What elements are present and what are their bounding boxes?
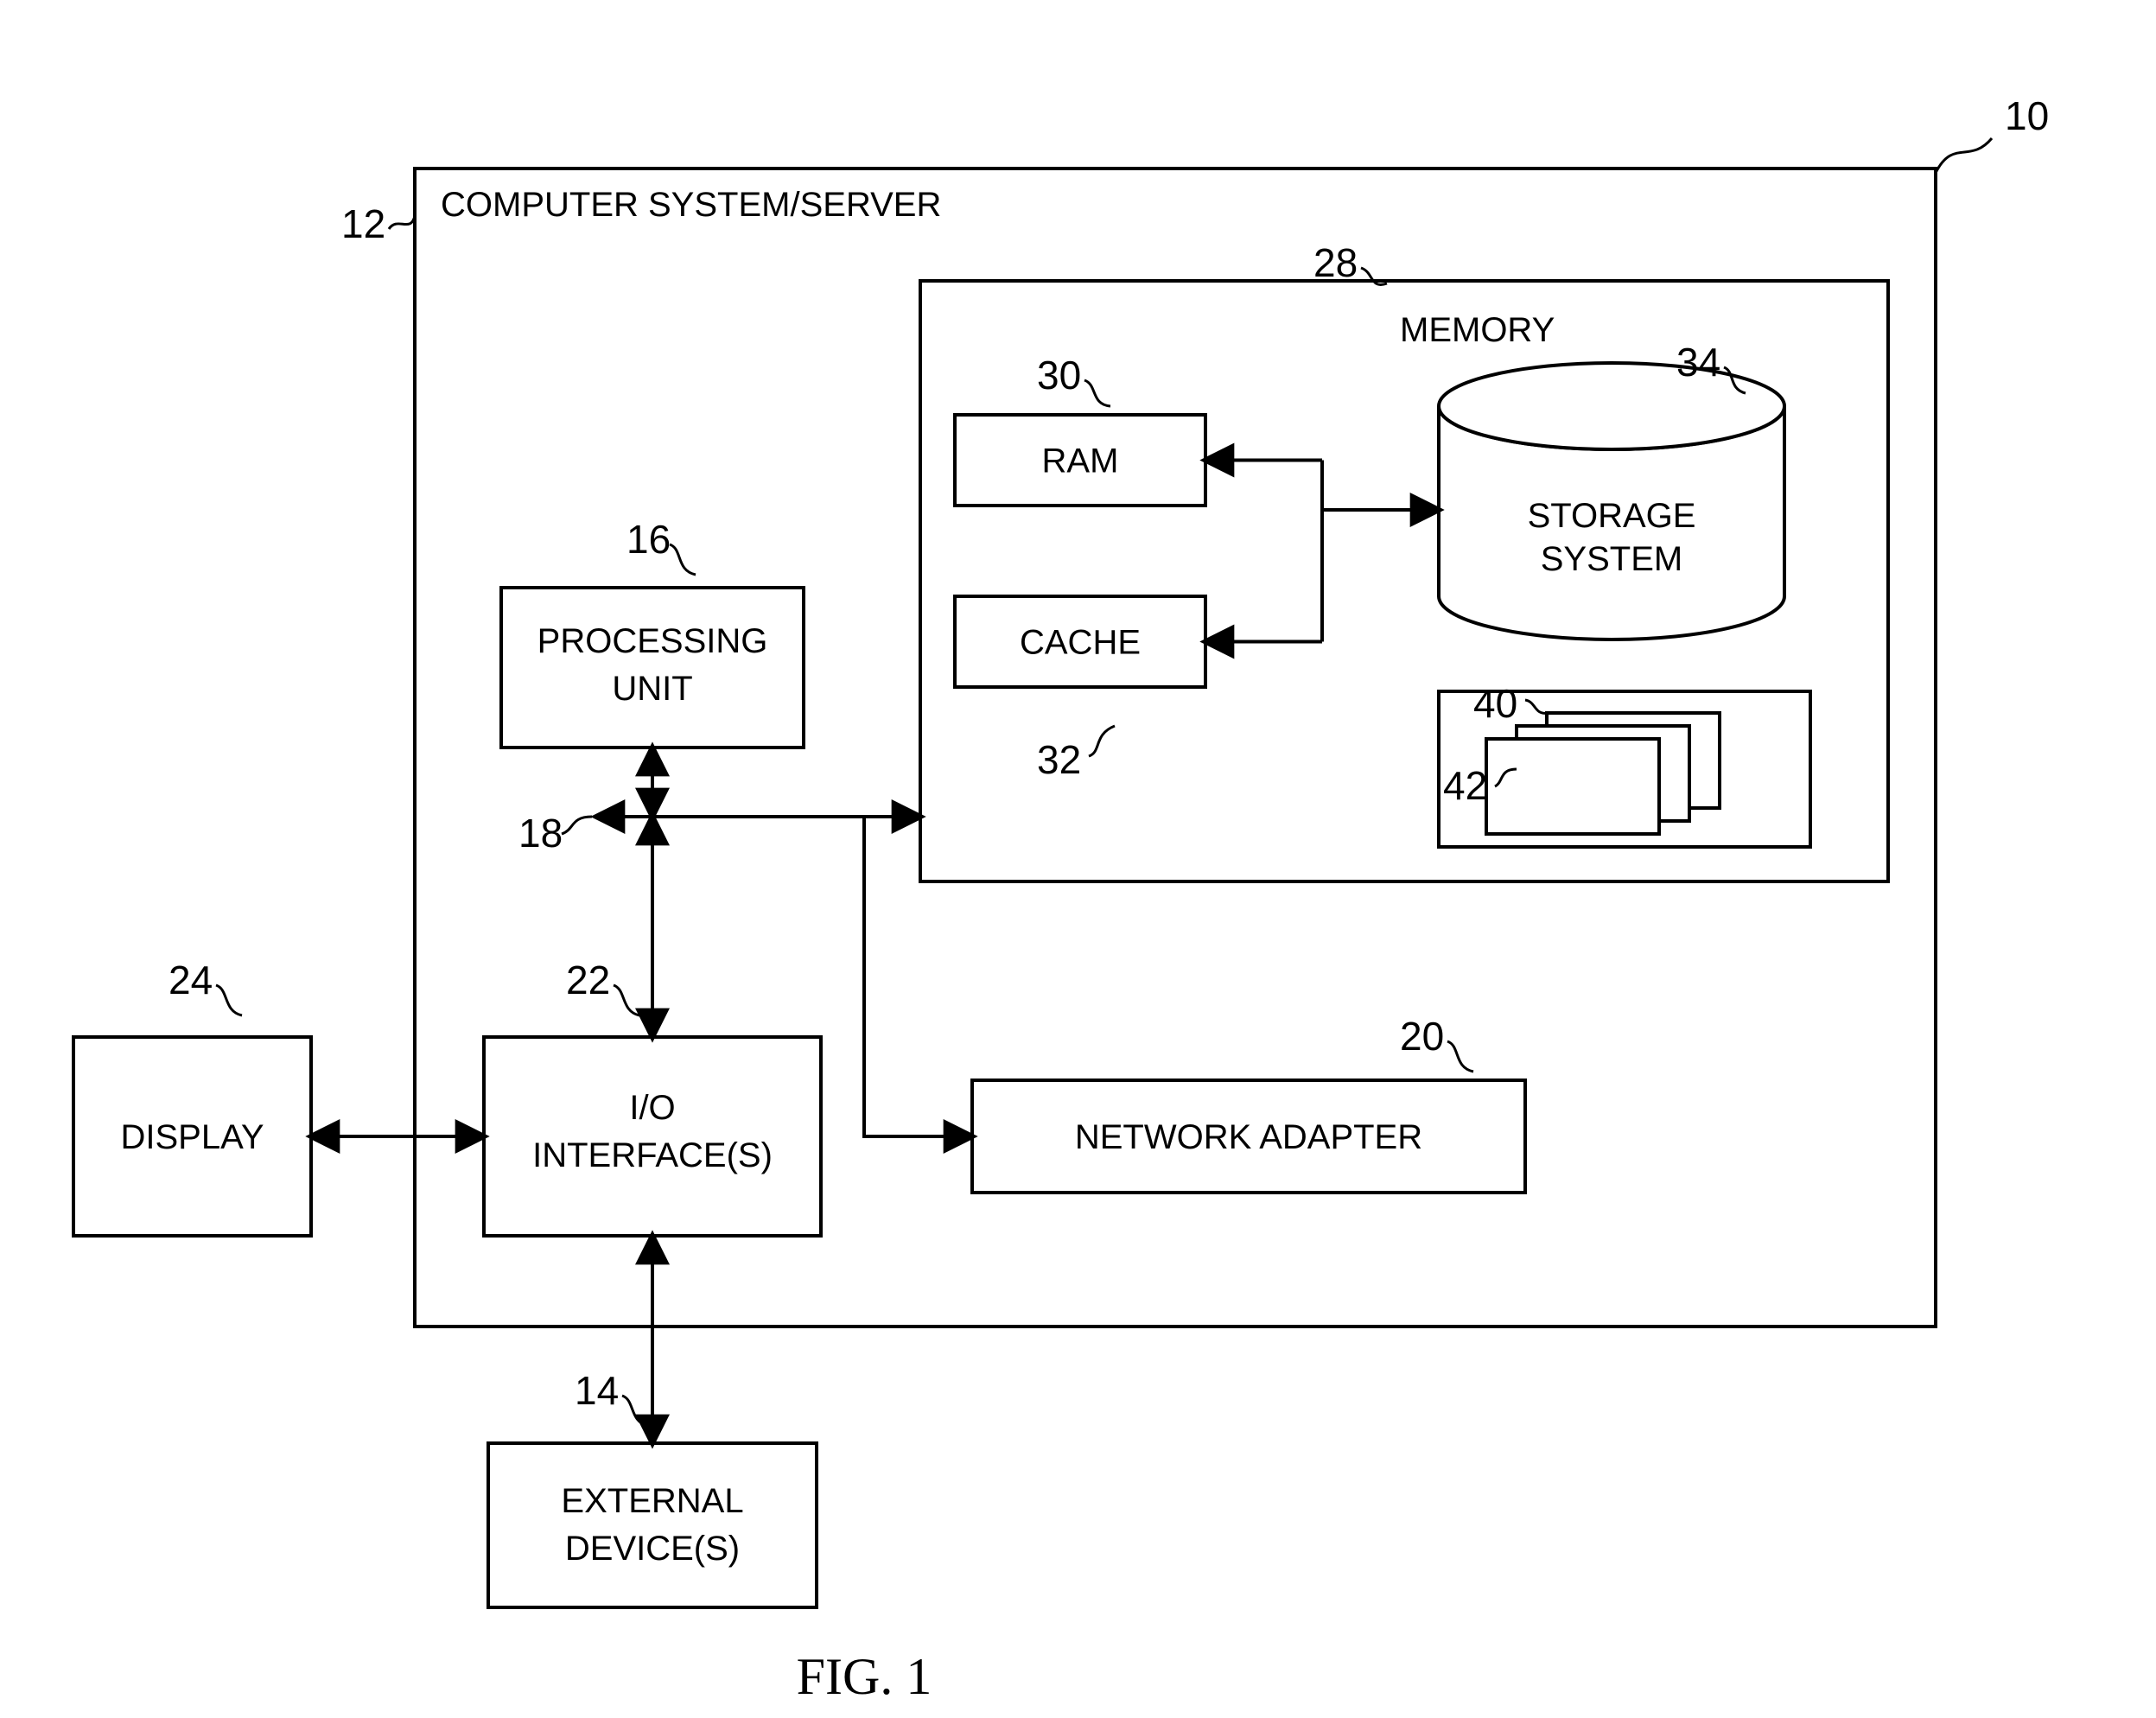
ref-18: 18 bbox=[518, 811, 563, 856]
ref-20: 20 bbox=[1400, 1014, 1444, 1059]
ref-42: 42 bbox=[1443, 763, 1487, 808]
server-title: COMPUTER SYSTEM/SERVER bbox=[441, 186, 941, 224]
memory-title: MEMORY bbox=[1400, 311, 1555, 349]
ref-24: 24 bbox=[169, 958, 213, 1002]
net-label: NETWORK ADAPTER bbox=[1075, 1118, 1422, 1156]
card-stack bbox=[1486, 713, 1720, 834]
block-diagram: 10 COMPUTER SYSTEM/SERVER 12 MEMORY 28 R… bbox=[0, 0, 2156, 1718]
storage-l2: SYSTEM bbox=[1541, 540, 1682, 578]
ref-14-lead bbox=[622, 1396, 648, 1426]
storage-l1: STORAGE bbox=[1528, 497, 1696, 535]
cache-label: CACHE bbox=[1020, 624, 1141, 662]
display-label: DISPLAY bbox=[121, 1118, 264, 1156]
cpu-l1: PROCESSING bbox=[537, 622, 768, 660]
cpu-box bbox=[501, 588, 804, 748]
ref-12-lead bbox=[389, 216, 415, 229]
ref-32: 32 bbox=[1037, 737, 1081, 782]
ext-l2: DEVICE(S) bbox=[565, 1530, 740, 1568]
cpu-l2: UNIT bbox=[612, 670, 692, 708]
ref-10: 10 bbox=[2005, 93, 2049, 138]
ext-box bbox=[488, 1443, 817, 1607]
ext-l1: EXTERNAL bbox=[561, 1482, 743, 1520]
io-l2: INTERFACE(S) bbox=[532, 1136, 773, 1174]
ref-40: 40 bbox=[1473, 681, 1517, 726]
ref-22: 22 bbox=[566, 958, 610, 1002]
ref-14: 14 bbox=[575, 1368, 619, 1413]
io-l1: I/O bbox=[629, 1089, 675, 1127]
figure-caption: FIG. 1 bbox=[797, 1648, 932, 1705]
ref-34: 34 bbox=[1676, 340, 1720, 385]
ram-label: RAM bbox=[1042, 442, 1119, 480]
ref-30: 30 bbox=[1037, 353, 1081, 398]
ref-16: 16 bbox=[626, 517, 671, 562]
ref-24-lead bbox=[216, 985, 242, 1015]
ref-28: 28 bbox=[1313, 240, 1358, 285]
ref-12: 12 bbox=[341, 201, 385, 246]
